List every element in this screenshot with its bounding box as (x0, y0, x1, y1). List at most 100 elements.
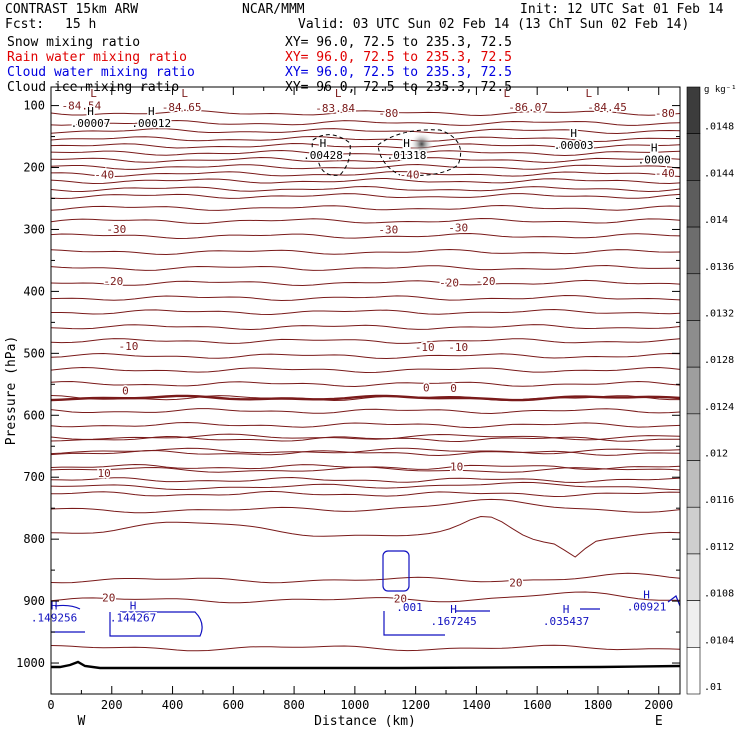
temperature-contour-line (50, 294, 681, 302)
temperature-label: -20 (476, 275, 496, 288)
colorbar-swatch (686, 273, 701, 321)
cloud-water-contour (109, 611, 203, 637)
temperature-contour-line (50, 135, 681, 143)
colorbar: .0148 .0144 .014 .0136 .0132 .0128 .0124 .012 .0… (686, 85, 737, 695)
temperature-contour-line (50, 498, 681, 514)
temperature-label: 20 (394, 593, 407, 606)
temperature-label: 10 (98, 467, 111, 480)
temperature-label: -84.45 (587, 101, 627, 114)
cloud-water-contour (580, 595, 681, 610)
colorbar-tick-label: .0112 (704, 542, 734, 553)
temperature-label: -40 (655, 167, 675, 180)
temperature-contour-line (50, 366, 681, 374)
temperature-label: -20 (103, 275, 123, 288)
cloud-water-marker: H (51, 600, 58, 613)
colorbar-tick-label: .0136 (704, 262, 734, 273)
extremum-marker: L (335, 87, 342, 100)
extremum-marker: H (403, 137, 410, 150)
temperature-label: 10 (450, 461, 463, 474)
cloud-water-value: .167245 (430, 615, 476, 628)
cloud-water-contour (382, 550, 410, 592)
colorbar-tick-label: .0148 (704, 122, 734, 133)
cloud-water-value: .035437 (543, 615, 589, 628)
temperature-label: -80 (655, 107, 675, 120)
cloud-contours (51, 129, 681, 637)
y-tick-label: 700 (23, 470, 45, 484)
temperature-label: -30 (448, 222, 468, 235)
extremum-marker: L (586, 87, 593, 100)
temperature-label: 0 (450, 382, 457, 395)
temperature-contour-line (50, 232, 681, 240)
temperature-contour-line (50, 163, 681, 170)
extremum-marker: L (181, 87, 188, 100)
cloud-water-marker: H (450, 603, 457, 616)
contour-labels: -84.54 -84.65 -83.84 -80 -86.07 -84.45 -80 -40 -… (29, 85, 676, 629)
temperature-contour-line (50, 177, 681, 185)
colorbar-tick-label: .0104 (704, 635, 734, 646)
field-name-rain: Rain water mixing ratio (7, 50, 188, 65)
y-axis-label: Pressure (hPa) (4, 336, 19, 446)
temperature-label: 0 (122, 385, 129, 398)
x-tick-label: 600 (222, 698, 244, 712)
colorbar-tick-label: .0108 (704, 589, 734, 600)
colorbar-tick-label: .0128 (704, 355, 734, 366)
temperature-contour-line (50, 447, 681, 455)
x-tick-label: 1000 (340, 698, 369, 712)
forecast-value: 15 h (65, 17, 97, 32)
field-xy-cloud-water: XY= 96.0, 72.5 to 235.3, 72.5 (285, 65, 512, 80)
temperature-label: 0 (423, 381, 430, 394)
cloud-water-value: .001 (396, 601, 423, 614)
field-name-snow: Snow mixing ratio (7, 35, 141, 50)
temperature-contour-line (50, 170, 681, 178)
temperature-contour-line (50, 193, 681, 200)
temperature-contour-line (50, 156, 681, 163)
snow-maximum-shade (409, 131, 434, 156)
temperature-label: -80 (378, 107, 398, 120)
temperature-contour-line (50, 185, 681, 193)
colorbar-tick-label: .0144 (704, 168, 734, 179)
temperature-label: -86.07 (508, 101, 548, 114)
y-tick-label: 400 (23, 284, 45, 298)
init-time: Init: 12 UTC Sat 01 Feb 14 (520, 2, 724, 17)
extremum-value: .00428 (303, 149, 343, 162)
temperature-label: -10 (415, 341, 435, 354)
colorbar-unit: g kg⁻¹ (704, 85, 737, 95)
model-title: CONTRAST 15km ARW (5, 2, 139, 17)
extremum-marker: H (87, 105, 94, 118)
temperature-contour-line (50, 119, 681, 126)
temperature-contour-line (50, 644, 681, 652)
cloud-water-marker: H (643, 589, 650, 602)
colorbar-tick-label: .0124 (704, 402, 734, 413)
extremum-marker: H (320, 137, 327, 150)
colorbar-swatch (686, 180, 701, 228)
colorbar-swatch (686, 320, 701, 368)
east-label: E (655, 714, 663, 729)
terrain-line (51, 660, 681, 670)
temperature-label: -83.84 (315, 102, 355, 115)
cloud-water-value: .144267 (110, 612, 156, 625)
y-tick-label: 900 (23, 594, 45, 608)
extremum-marker: H (570, 127, 577, 140)
temperature-label: -40 (94, 168, 114, 181)
y-tick-label: 300 (23, 222, 45, 236)
temperature-contour-line (50, 324, 681, 331)
x-axis-label: Distance (km) (314, 714, 416, 729)
plot-frame (50, 86, 681, 695)
temperature-contour-line (50, 204, 681, 211)
valid-time: Valid: 03 UTC Sun 02 Feb 14 (13 ChT Sun … (298, 17, 690, 32)
field-xy-snow: XY= 96.0, 72.5 to 235.3, 72.5 (285, 35, 512, 50)
colorbar-swatch (686, 460, 701, 508)
x-tick-label: 1800 (584, 698, 613, 712)
temperature-label: 20 (509, 577, 522, 590)
org-label: NCAR/MMM (242, 2, 305, 17)
temperature-contour-line (50, 591, 681, 604)
temperature-contour-line (50, 395, 680, 402)
temperature-contours (50, 109, 681, 652)
y-tick-label: 100 (23, 99, 45, 113)
colorbar-tick-label: .012 (704, 449, 728, 460)
colorbar-tick-label: .01 (704, 682, 722, 693)
y-tick-label: 500 (23, 346, 45, 360)
cloud-water-value: .00921 (627, 601, 667, 614)
temperature-label: 20 (102, 591, 115, 604)
colorbar-swatch (686, 86, 701, 134)
